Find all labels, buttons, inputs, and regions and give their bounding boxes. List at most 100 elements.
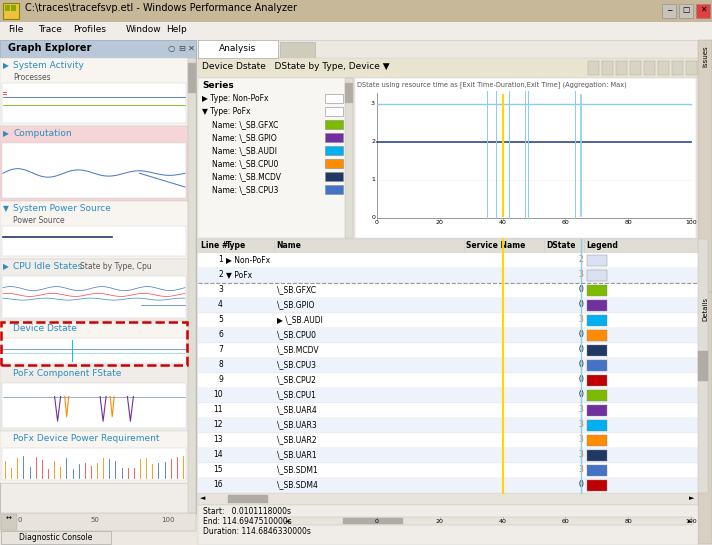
Bar [698, 40, 712, 292]
Bar [587, 465, 607, 476]
Bar [2, 226, 186, 256]
Bar [198, 433, 698, 448]
Text: 2: 2 [371, 139, 375, 144]
Text: ▼: ▼ [3, 204, 9, 213]
Text: ▶ \_SB.AUDI: ▶ \_SB.AUDI [277, 315, 323, 324]
Text: 4: 4 [218, 300, 223, 309]
Bar [198, 388, 698, 403]
Text: Type: Type [226, 241, 246, 250]
Bar [686, 61, 697, 75]
Text: \_SB.CPU1: \_SB.CPU1 [277, 390, 316, 399]
Text: 0: 0 [578, 390, 583, 399]
Text: CPU Idle States: CPU Idle States [13, 262, 83, 271]
Text: File: File [8, 25, 23, 34]
Text: 80: 80 [624, 519, 632, 524]
Text: ▶: ▶ [3, 129, 9, 138]
Bar [698, 351, 708, 381]
Bar [0, 126, 188, 201]
Text: 3: 3 [578, 465, 583, 474]
Text: 9: 9 [218, 375, 223, 384]
Text: \_SB.GPIO: \_SB.GPIO [277, 300, 315, 309]
Bar [672, 61, 683, 75]
Bar [658, 61, 669, 75]
Text: 0: 0 [578, 300, 583, 309]
Bar [325, 172, 343, 181]
Bar [2, 383, 186, 428]
Text: 0: 0 [578, 345, 583, 354]
Bar [343, 518, 403, 524]
Text: 50: 50 [90, 517, 100, 523]
Bar [198, 313, 698, 328]
Text: PoFx Device Power Requirement: PoFx Device Power Requirement [13, 434, 159, 443]
Text: Trace: Trace [38, 25, 62, 34]
Bar [198, 58, 698, 78]
Text: 14: 14 [214, 450, 223, 459]
Text: 3: 3 [371, 101, 375, 106]
Bar [198, 298, 698, 313]
Text: Window: Window [125, 25, 161, 34]
Text: Name: \_SB.AUDI: Name: \_SB.AUDI [212, 146, 277, 155]
Bar [616, 61, 627, 75]
Text: ►: ► [688, 518, 692, 523]
Text: Processes: Processes [13, 73, 51, 82]
Text: 13: 13 [214, 435, 223, 444]
Bar [345, 83, 353, 103]
Bar [355, 78, 696, 238]
Bar [587, 255, 607, 266]
Bar [325, 94, 343, 103]
Text: 16: 16 [214, 480, 223, 489]
Text: DState using resource time as [Exit Time-Duration,Exit Time] (Aggregation: Max): DState using resource time as [Exit Time… [357, 81, 627, 88]
Bar [198, 239, 698, 493]
Text: \_SB.UAR1: \_SB.UAR1 [277, 450, 317, 459]
Text: ◄: ◄ [200, 495, 205, 501]
Bar [0, 513, 196, 531]
Text: Computation: Computation [13, 129, 72, 138]
Bar [188, 58, 196, 513]
Bar [679, 4, 693, 18]
Bar [0, 58, 196, 513]
Bar [587, 270, 607, 281]
Bar [0, 259, 188, 321]
Bar [198, 463, 698, 478]
Bar [325, 185, 343, 194]
Bar [1, 531, 111, 544]
Text: System Activity: System Activity [13, 61, 84, 70]
Bar [587, 435, 607, 446]
Text: 12: 12 [214, 420, 223, 429]
Bar [198, 239, 698, 253]
Text: Start:   0.0101118000s: Start: 0.0101118000s [203, 507, 291, 516]
Text: Diagnostic Console: Diagnostic Console [19, 533, 93, 542]
Text: 15: 15 [214, 465, 223, 474]
Bar [587, 345, 607, 356]
Text: Legend: Legend [586, 241, 618, 250]
Text: \_SB.UAR3: \_SB.UAR3 [277, 420, 317, 429]
Bar [0, 431, 188, 483]
Text: ►: ► [689, 495, 694, 501]
Text: \_SB.CPU3: \_SB.CPU3 [277, 360, 316, 369]
Bar [644, 61, 655, 75]
Bar [0, 0, 712, 22]
Bar [587, 480, 607, 491]
Bar [325, 146, 343, 155]
Text: Issues: Issues [702, 45, 708, 66]
Text: Profiles: Profiles [73, 25, 107, 34]
Bar [0, 58, 188, 126]
Bar [587, 450, 607, 461]
Bar [662, 4, 676, 18]
Bar [588, 61, 599, 75]
Text: \_SB.GFXC: \_SB.GFXC [277, 285, 316, 294]
Bar [228, 495, 268, 503]
Text: C:\traces\tracefsvp.etl - Windows Performance Analyzer: C:\traces\tracefsvp.etl - Windows Perfor… [25, 3, 297, 13]
Text: Help: Help [167, 25, 187, 34]
Bar [11, 5, 16, 11]
Text: PoFx Component FState: PoFx Component FState [13, 369, 121, 378]
Text: 80: 80 [624, 220, 632, 225]
Text: 100: 100 [161, 517, 174, 523]
Bar [630, 61, 641, 75]
Text: Name: \_SB.CPU3: Name: \_SB.CPU3 [212, 185, 278, 194]
Text: Duration: 114.6846330000s: Duration: 114.6846330000s [203, 527, 311, 536]
Text: Details: Details [702, 297, 708, 321]
Bar [283, 517, 693, 525]
Text: 3: 3 [578, 435, 583, 444]
Text: DState: DState [546, 241, 575, 250]
